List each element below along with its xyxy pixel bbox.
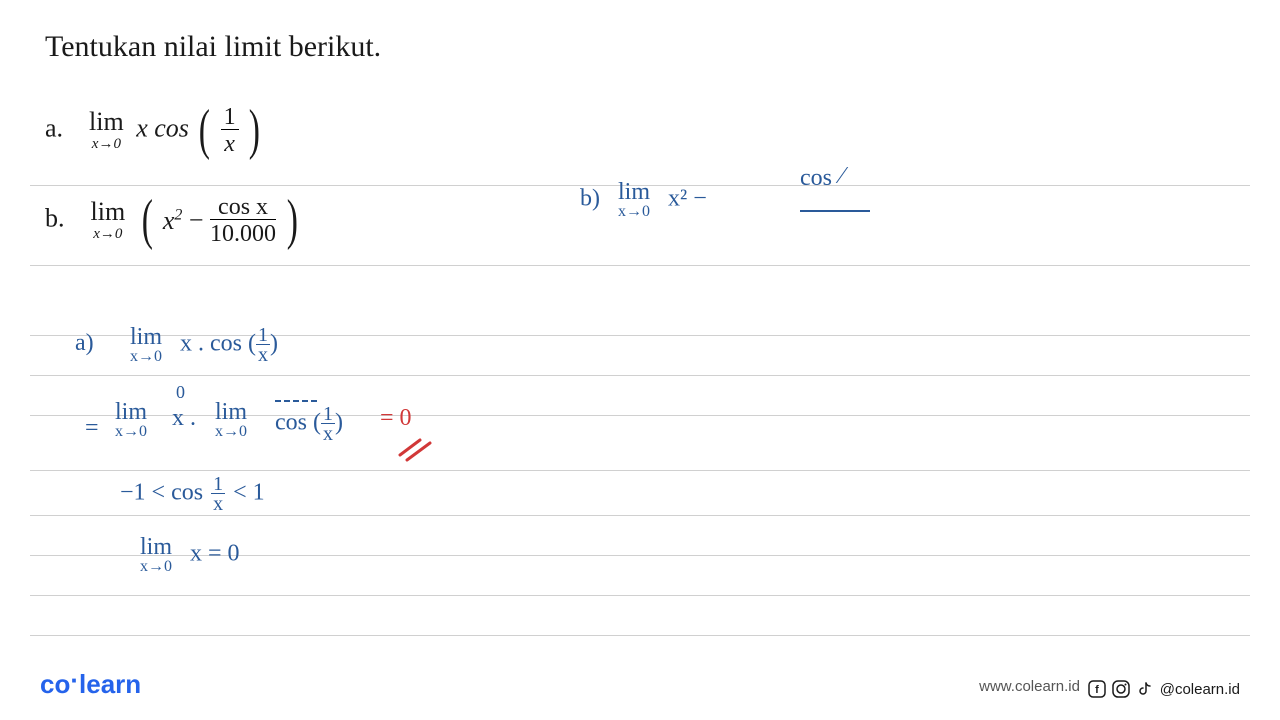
- work-a-label: a): [75, 330, 94, 357]
- footer: co·learn www.colearn.id f @colearn.id: [0, 660, 1280, 700]
- red-result: = 0: [380, 405, 412, 432]
- limit-b: lim x→0: [91, 199, 126, 242]
- website-url: www.colearn.id: [979, 678, 1080, 695]
- x-squared: x2: [163, 206, 189, 235]
- problem-b-label: b.: [45, 203, 65, 232]
- work-a-line2-lim2: lim x→0: [215, 400, 247, 440]
- right-paren-icon: ): [249, 105, 260, 155]
- work-a-line4: lim x→0 x = 0: [140, 535, 240, 575]
- handwritten-b-cos: cos ⁄: [800, 165, 842, 192]
- facebook-icon: f: [1088, 680, 1106, 698]
- limit-a: lim x→0: [89, 109, 124, 152]
- work-a-cos: cos ( 1 x ): [275, 405, 343, 443]
- instagram-icon: [1112, 680, 1130, 698]
- problem-a-body: x cos: [136, 113, 189, 142]
- problem-b: b. lim x→0 ( x2 − cos x 10.000 ): [45, 195, 301, 246]
- svg-text:f: f: [1095, 684, 1099, 696]
- social-handle: @colearn.id: [1160, 681, 1240, 698]
- work-a-line2-lim1: lim x→0: [115, 400, 147, 440]
- left-paren-icon: (: [199, 105, 210, 155]
- social-links: f @colearn.id: [1088, 680, 1240, 698]
- colearn-logo: co·learn: [40, 669, 141, 700]
- left-paren-icon: (: [141, 195, 152, 245]
- red-check-slashes-icon: [395, 435, 445, 465]
- work-a-eq: =: [85, 415, 99, 442]
- strike-through: [275, 400, 317, 402]
- work-a-x: x .: [172, 405, 196, 432]
- zero-annotation: 0: [176, 382, 185, 403]
- problem-a: a. lim x→0 x cos ( 1 x ): [45, 105, 264, 156]
- problem-a-label: a.: [45, 113, 63, 142]
- work-a-line1: lim x→0 x . cos ( 1 x ): [130, 325, 278, 365]
- fraction-bar: [800, 210, 870, 212]
- right-paren-icon: ): [286, 195, 297, 245]
- work-a-line3: −1 < cos 1 x < 1: [120, 475, 265, 513]
- fraction-a: 1 x: [221, 105, 239, 156]
- fraction-b: cos x 10.000: [210, 195, 276, 246]
- handwritten-b: b) lim x→0 x² −: [580, 180, 707, 220]
- tiktok-icon: [1136, 680, 1154, 698]
- page-title: Tentukan nilai limit berikut.: [45, 30, 381, 64]
